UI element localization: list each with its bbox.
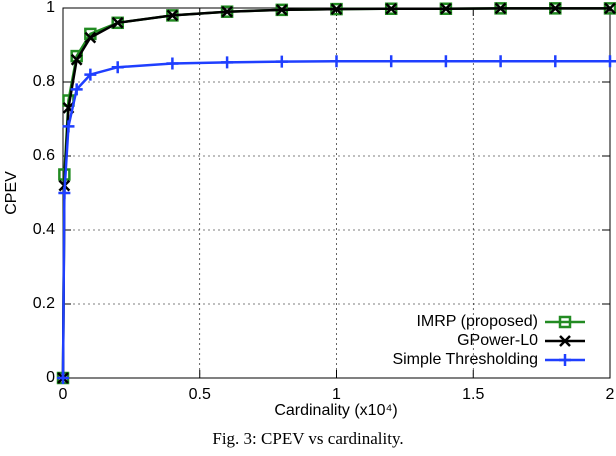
legend-label: GPower-L0	[457, 332, 538, 349]
marker	[275, 3, 288, 16]
x-tick-label: 1.5	[462, 386, 484, 403]
marker	[84, 68, 97, 81]
x-tick-label: 2	[606, 386, 615, 403]
marker	[221, 56, 234, 69]
marker	[494, 55, 507, 68]
marker	[439, 55, 452, 68]
y-tick-label: 0.2	[33, 295, 55, 312]
x-tick-label: 1	[332, 386, 341, 403]
marker	[275, 55, 288, 68]
marker	[70, 83, 83, 96]
y-axis-label: CPEV	[3, 171, 20, 215]
y-tick-label: 0	[46, 369, 55, 386]
marker	[70, 53, 83, 66]
marker	[604, 2, 616, 15]
legend-label: Simple Thresholding	[392, 351, 538, 368]
marker	[440, 2, 452, 15]
x-tick-label: 0.5	[189, 386, 211, 403]
marker	[111, 61, 124, 74]
marker	[57, 372, 69, 384]
marker	[385, 2, 398, 15]
x-axis-label: Cardinality (x10⁴)	[274, 402, 397, 419]
marker	[166, 9, 179, 22]
legend-label: IMRP (proposed)	[416, 313, 538, 330]
marker	[549, 55, 562, 68]
marker	[166, 57, 179, 70]
x-tick-label: 0	[59, 386, 68, 403]
marker	[330, 3, 343, 15]
marker	[221, 5, 233, 18]
marker	[62, 120, 75, 133]
marker	[111, 16, 124, 29]
marker	[84, 31, 97, 44]
caption: Fig. 3: CPEV vs cardinality.	[212, 429, 403, 448]
marker	[385, 55, 398, 68]
marker	[494, 2, 507, 15]
legend-marker	[559, 354, 571, 366]
y-tick-label: 0.8	[33, 73, 55, 90]
y-tick-label: 0.6	[33, 147, 55, 164]
marker	[330, 55, 343, 68]
legend-marker	[559, 335, 571, 347]
y-tick-label: 1	[46, 0, 55, 16]
marker	[58, 187, 71, 199]
marker	[549, 2, 562, 15]
legend-marker	[558, 315, 572, 329]
marker	[604, 55, 616, 68]
y-tick-label: 0.4	[33, 221, 55, 238]
